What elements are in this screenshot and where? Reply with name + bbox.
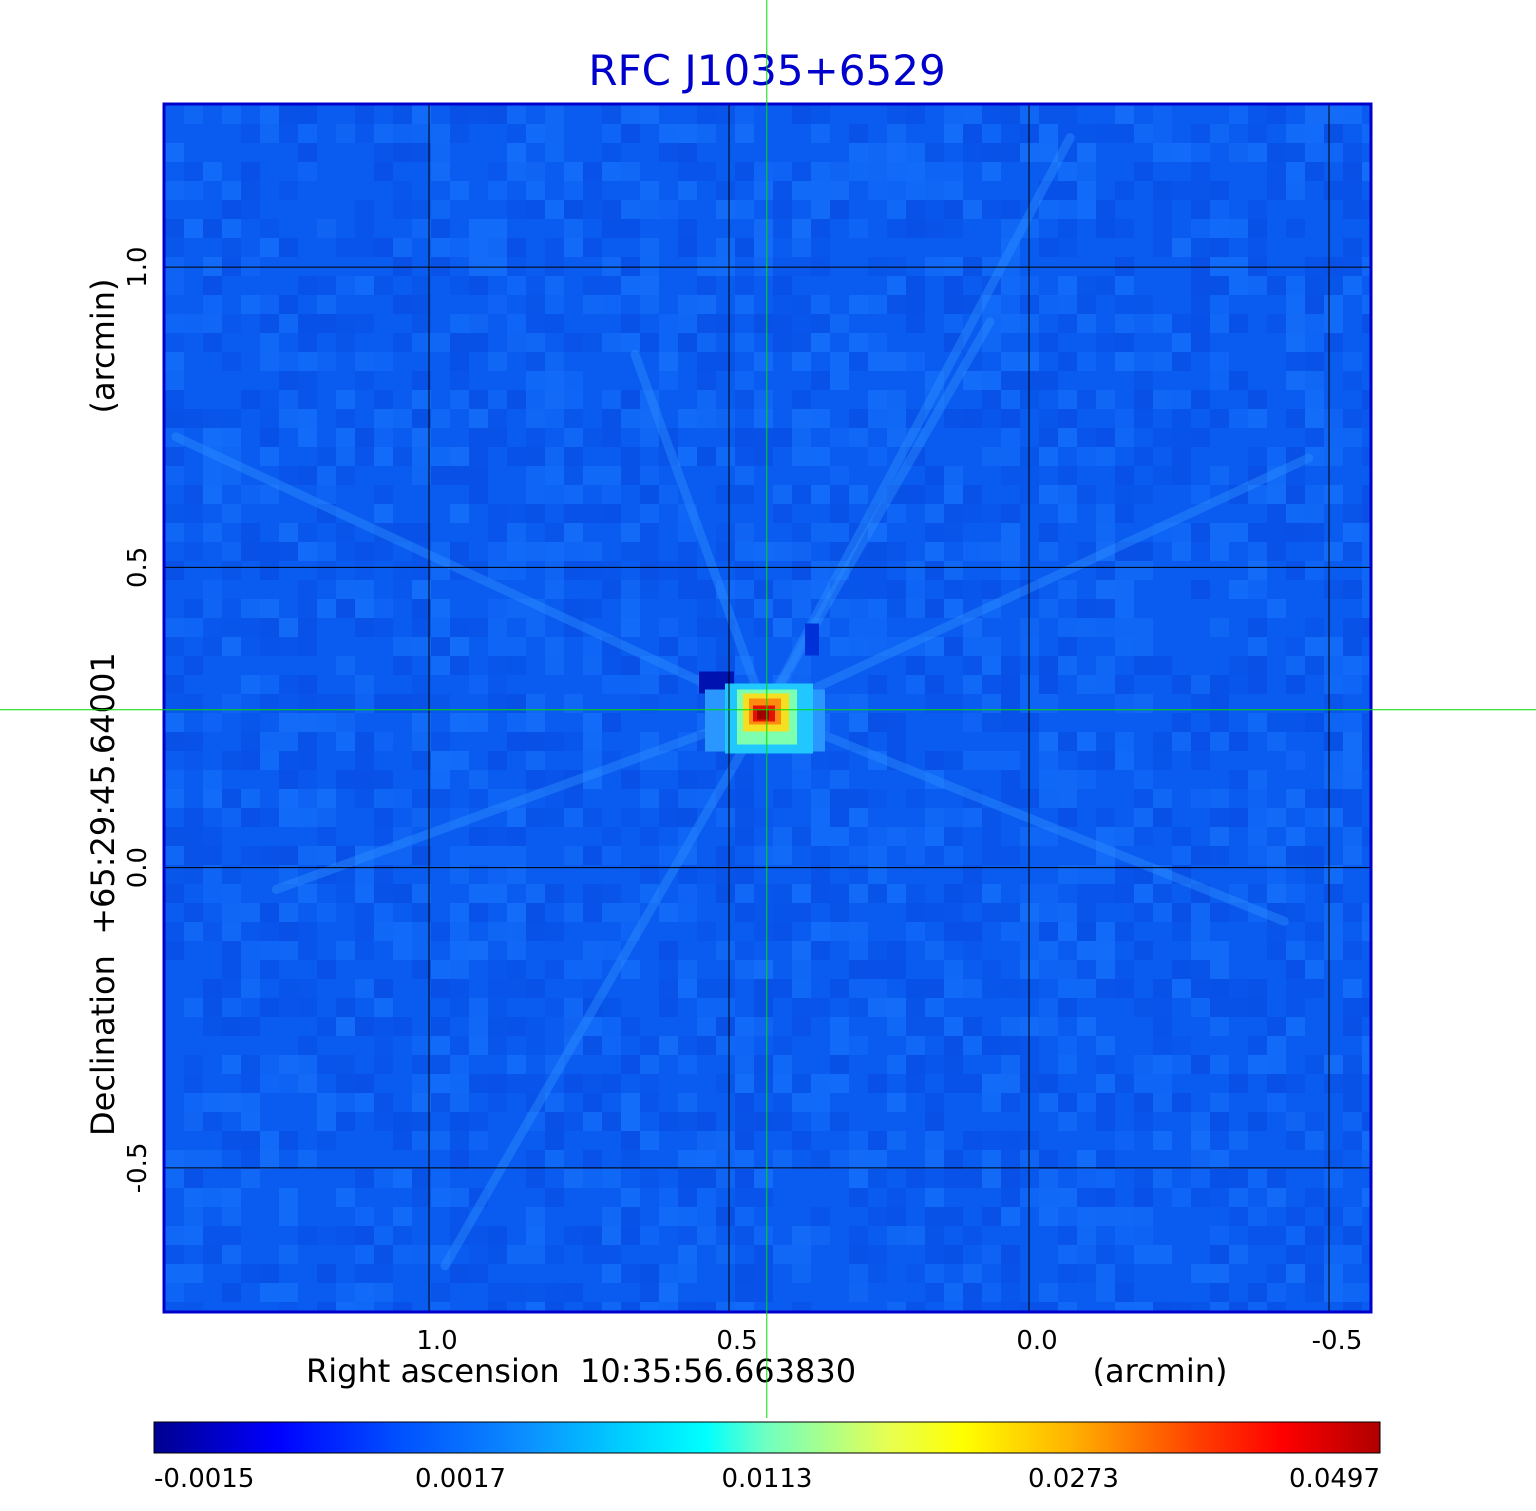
colorbar-tick-label: 0.0113 [722,1464,813,1494]
plot-area [165,105,1371,1312]
x-tick-label: 0.0 [1016,1326,1057,1356]
x-tick-label: 1.0 [416,1326,457,1356]
sidelobe-streak [440,707,770,1271]
noise-texture [165,105,1371,1312]
y-tick-label: 0.5 [123,547,153,588]
plot-frame [162,102,1373,1314]
crosshair [0,0,1536,1418]
sidelobe-streak [760,317,995,717]
colorbar-tick-label: -0.0015 [154,1464,254,1494]
source-peak [757,709,769,720]
y-tick-labels: 1.0 0.5 0.0 -0.5 [123,246,153,1193]
colorbar: -0.0015 0.0017 0.0113 0.0273 0.0497 [153,1421,1381,1494]
sidelobe-streaks [171,133,1314,1271]
y-tick-label: 0.0 [123,847,153,888]
colorbar-tick-labels: -0.0015 0.0017 0.0113 0.0273 0.0497 [154,1464,1380,1494]
coordinate-grid [165,105,1371,1312]
y-axis-unit: (arcmin) [84,279,122,414]
y-tick-label: -0.5 [123,1143,153,1194]
sidelobe-streak [630,349,770,717]
y-tick-label: 1.0 [123,246,153,287]
sidelobe-streak [760,453,1314,717]
x-tick-labels: 1.0 0.5 0.0 -0.5 [416,1326,1362,1356]
sidelobe-streak [171,432,770,717]
y-axis-label: Declination +65:29:45.64001 [84,652,122,1136]
sidelobe-streak [760,133,1075,717]
negative-lobe [805,623,819,656]
colorbar-gradient [153,1421,1381,1454]
x-tick-label: -0.5 [1312,1326,1363,1356]
colorbar-tick-label: 0.0273 [1028,1464,1119,1494]
x-axis-label: Right ascension 10:35:56.663830 [306,1352,856,1390]
sidelobe-streak [760,707,1289,926]
colorbar-tick-label: 0.0497 [1289,1464,1380,1494]
colorbar-tick-label: 0.0017 [415,1464,506,1494]
radio-source [699,623,825,754]
x-axis-unit: (arcmin) [1093,1352,1228,1390]
sidelobe-streak [271,707,770,894]
x-tick-label: 0.5 [716,1326,757,1356]
